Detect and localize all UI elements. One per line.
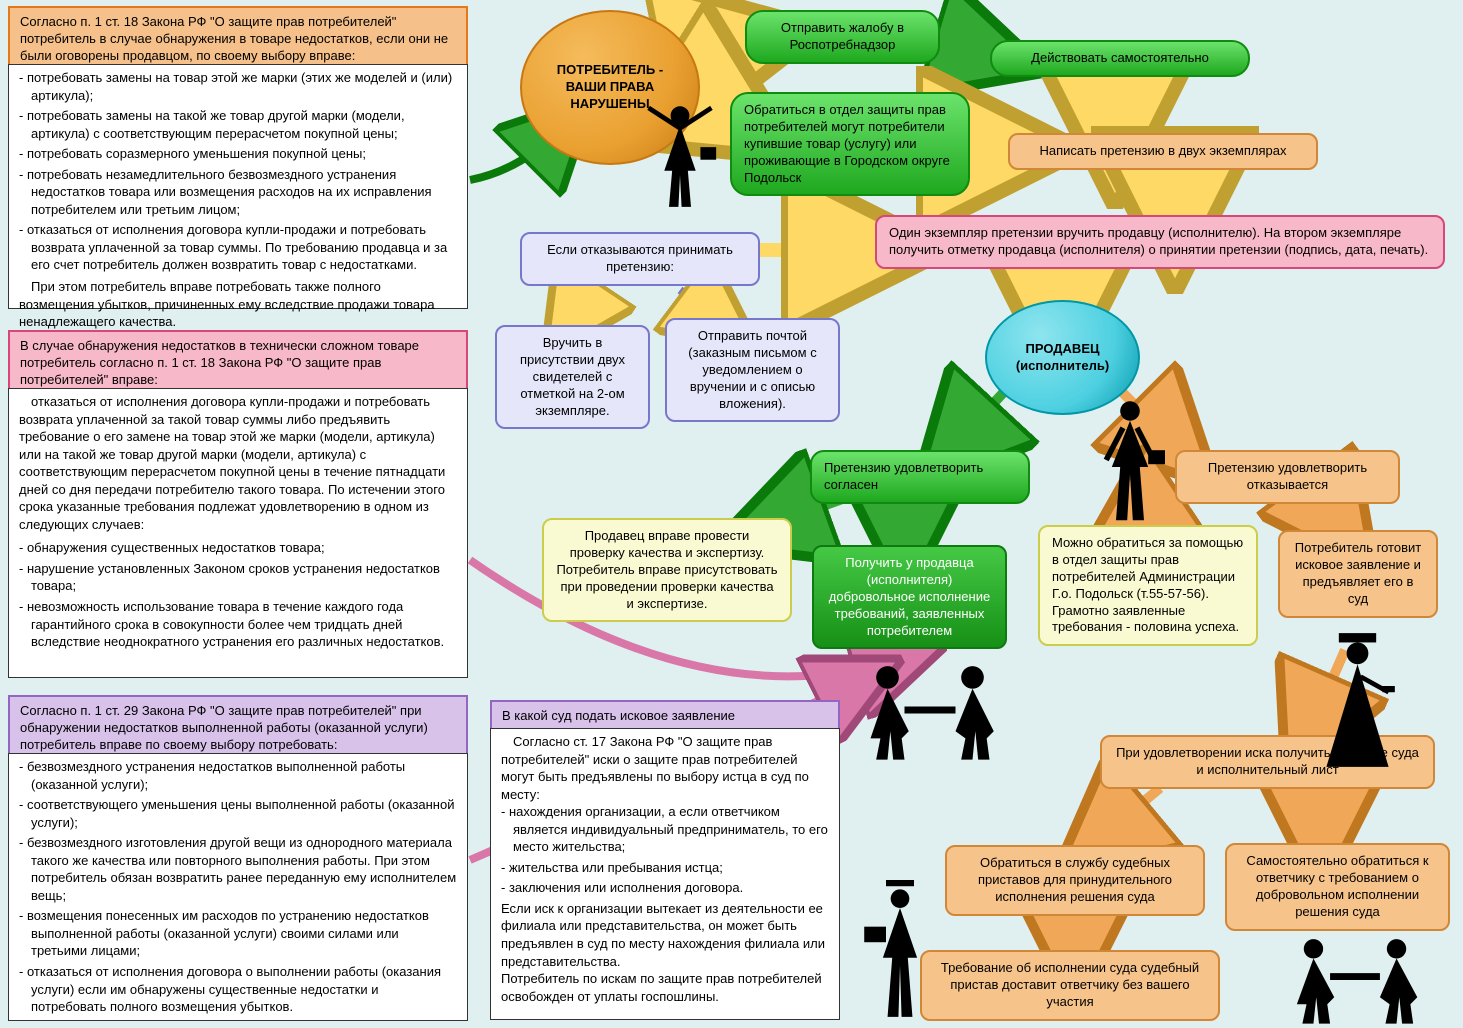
quality-check-node: Продавец вправе провести проверку качест… bbox=[542, 518, 792, 622]
judge-icon bbox=[1310, 630, 1405, 770]
bailiff-node: Обратиться в службу судебных приставов д… bbox=[945, 845, 1205, 916]
dept-node: Обратиться в отдел защиты прав потребите… bbox=[730, 92, 970, 196]
self-action-node: Действовать самостоятельно bbox=[990, 40, 1250, 77]
agree-node: Претензию удовлетворить согласен bbox=[810, 450, 1030, 504]
write-claim-node: Написать претензию в двух экземплярах bbox=[1008, 133, 1318, 170]
voluntary-fulfil-node: Получить у продавца (исполнителя) добров… bbox=[812, 545, 1007, 649]
witness-node: Вручить в присутствии двух свидетелей с … bbox=[495, 325, 650, 429]
person-seller-icon bbox=[1095, 395, 1165, 525]
court-text: Согласно ст. 17 Закона РФ "О защите прав… bbox=[490, 728, 840, 1020]
mail-node: Отправить почтой (заказным письмом с уве… bbox=[665, 318, 840, 422]
refuse-node: Если отказываются принимать претензию: bbox=[520, 232, 760, 286]
complaint-node: Отправить жалобу в Роспотребнадзор bbox=[745, 10, 940, 64]
final-node: Требование об исполнении суда судебный п… bbox=[920, 950, 1220, 1021]
handshake2-icon bbox=[1270, 935, 1440, 1025]
reject-claim-node: Претензию удовлетворить отказывается bbox=[1175, 450, 1400, 504]
copies-node: Один экземпляр претензии вручить продавц… bbox=[875, 215, 1445, 269]
courier-icon bbox=[860, 880, 940, 1020]
person-consumer-icon bbox=[640, 100, 720, 210]
handshake-icon bbox=[845, 660, 1015, 760]
help-node: Можно обратиться за помощью в отдел защи… bbox=[1038, 525, 1258, 646]
lawsuit-node: Потребитель готовит исковое заявление и … bbox=[1278, 530, 1438, 618]
voluntary2-node: Самостоятельно обратиться к ответчику с … bbox=[1225, 843, 1450, 931]
